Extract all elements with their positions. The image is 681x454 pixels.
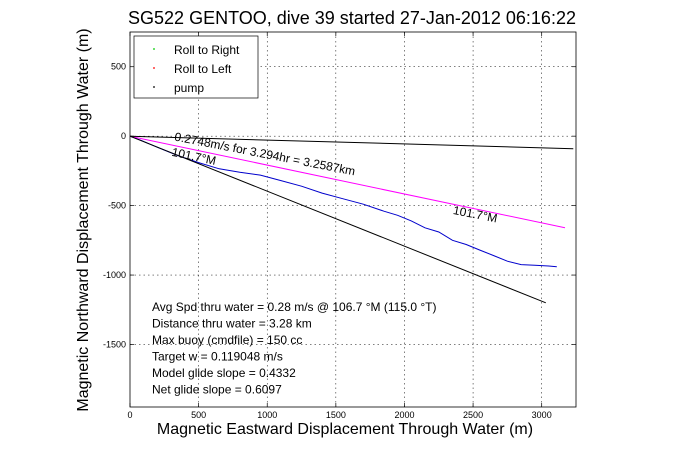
legend-marker — [153, 67, 155, 69]
y-tick-label: 500 — [111, 62, 126, 72]
x-tick-label: 2000 — [394, 410, 414, 420]
x-tick-label: 0 — [127, 410, 132, 420]
plot-area: 0.2748m/s for 3.294hr = 3.2587km101.7°M1… — [103, 31, 577, 420]
tick-layer: 0 500 1000 1500 2000 2500 3000 -1500 -1000 -500 0 5… — [103, 32, 576, 420]
x-axis-label: Magnetic Eastward Displacement Through W… — [157, 421, 533, 438]
legend: Roll to Right Roll to Left pump — [133, 35, 259, 99]
stat-line: Model glide slope = 0.4332 — [152, 366, 296, 380]
stat-line: Avg Spd thru water = 0.28 m/s @ 106.7 °M… — [152, 300, 436, 314]
series-line-1 — [129, 135, 557, 268]
x-tick-label: 500 — [191, 410, 206, 420]
x-tick-label: 1500 — [326, 410, 346, 420]
y-tick-label: -1500 — [103, 340, 126, 350]
stats-block: Avg Spd thru water = 0.28 m/s @ 106.7 °M… — [152, 300, 436, 397]
series-line-3 — [129, 135, 574, 150]
x-tick-label: 1000 — [257, 410, 277, 420]
stat-line: Distance thru water = 3.28 km — [152, 317, 312, 331]
x-tick-label: 3000 — [532, 410, 552, 420]
y-axis-label: Magnetic Northward Displacement Through … — [75, 28, 92, 411]
legend-label: Roll to Left — [174, 62, 232, 76]
legend-box — [133, 35, 259, 99]
legend-marker — [153, 48, 155, 50]
legend-label: pump — [174, 81, 204, 95]
chart-title: SG522 GENTOO, dive 39 started 27-Jan-201… — [128, 8, 576, 28]
y-tick-label: -1000 — [103, 270, 126, 280]
legend-marker — [153, 86, 155, 88]
y-tick-label: 0 — [121, 131, 126, 141]
legend-label: Roll to Right — [174, 43, 240, 57]
stat-line: Target w = 0.119048 m/s — [152, 350, 283, 364]
x-tick-label: 2500 — [463, 410, 483, 420]
stat-line: Max buoy (cmdfile) = 150 cc — [152, 333, 302, 347]
series-line-2 — [129, 135, 566, 229]
series-layer — [129, 135, 574, 304]
series-line-4 — [129, 135, 546, 304]
y-tick-label: -500 — [108, 201, 126, 211]
stat-line: Net glide slope = 0.6097 — [152, 383, 282, 397]
